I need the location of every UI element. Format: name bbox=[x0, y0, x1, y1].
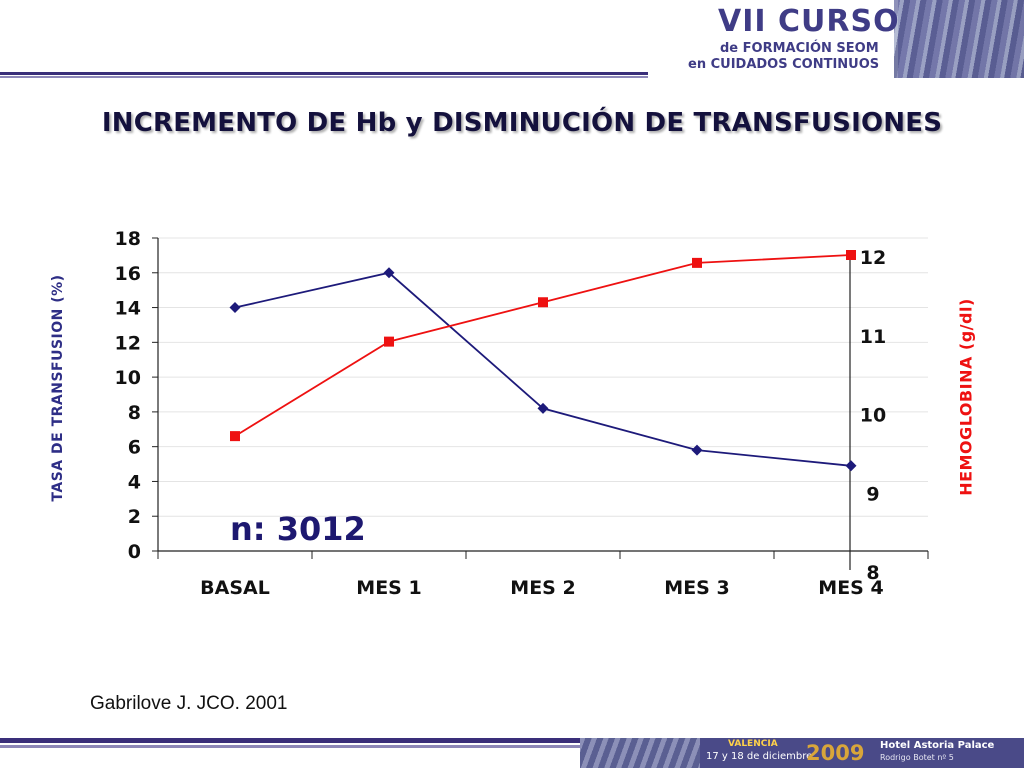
footer-rule bbox=[0, 738, 580, 743]
y-right-tick-label: 10 bbox=[860, 405, 886, 427]
hemoglobin-point bbox=[230, 431, 240, 442]
y-left-tick-label: 4 bbox=[128, 471, 141, 493]
x-tick-label: MES 4 bbox=[818, 577, 883, 599]
hemoglobin-point bbox=[692, 257, 702, 268]
footer-rule-secondary bbox=[0, 745, 580, 748]
y-left-tick-label: 16 bbox=[115, 263, 141, 285]
sample-size-label: n: 3012 bbox=[230, 510, 366, 548]
transfusion-rate-point bbox=[845, 460, 857, 472]
y-axis-left-label: TASA DE TRANSFUSION (%) bbox=[50, 274, 66, 502]
x-tick-label: BASAL bbox=[200, 577, 270, 599]
y-left-tick-label: 2 bbox=[128, 506, 141, 528]
transfusion-rate-point bbox=[537, 402, 549, 414]
y-right-tick-label: 12 bbox=[860, 247, 886, 269]
y-left-tick-label: 6 bbox=[128, 437, 141, 459]
footer-graphic bbox=[580, 738, 700, 768]
transfusion-rate-point bbox=[383, 267, 395, 279]
y-axis-right-label: HEMOGLOBINA (g/dl) bbox=[956, 298, 976, 496]
transfusion-rate-point bbox=[691, 444, 703, 456]
hemoglobin-point bbox=[538, 297, 548, 308]
y-left-tick-label: 8 bbox=[128, 402, 141, 424]
header-rule bbox=[0, 72, 648, 75]
axes bbox=[152, 237, 929, 570]
footer-dates: 17 y 18 de diciembre bbox=[706, 751, 813, 762]
chart-title: INCREMENTO DE Hb y DISMINUCIÓN DE TRANSF… bbox=[101, 108, 943, 138]
tick-labels: 0 2 4 6 8 10 12 14 16 18 BASAL MES 1 MES 2 MES 3 MES 4… bbox=[115, 228, 887, 599]
y-left-tick-label: 14 bbox=[115, 298, 141, 320]
citation: Gabrilove J. JCO. 2001 bbox=[90, 693, 288, 714]
building-graphic bbox=[894, 0, 1024, 78]
header-rule-secondary bbox=[0, 76, 648, 78]
transfusion-rate-point bbox=[229, 302, 241, 314]
y-right-tick-label: 11 bbox=[860, 326, 886, 348]
x-tick-label: MES 1 bbox=[356, 577, 421, 599]
grid-lines bbox=[158, 237, 928, 517]
footer-hotel: Hotel Astoria Palace bbox=[880, 740, 995, 751]
course-banner: VII CURSO de FORMACIÓN SEOM en CUIDADOS … bbox=[648, 0, 1024, 78]
y-right-tick-label: 8 bbox=[866, 562, 879, 584]
event-footer: VALENCIA 17 y 18 de diciembre 2009 Hotel… bbox=[580, 738, 1024, 768]
footer-city: VALENCIA bbox=[728, 739, 778, 749]
banner-course-title: VII CURSO bbox=[718, 4, 900, 39]
y-left-tick-label: 0 bbox=[128, 541, 141, 563]
x-tick-label: MES 3 bbox=[664, 577, 729, 599]
y-left-tick-label: 10 bbox=[115, 367, 141, 389]
banner-course-subtitle: de FORMACIÓN SEOM bbox=[720, 41, 879, 56]
footer-year: 2009 bbox=[806, 741, 865, 765]
y-left-tick-label: 12 bbox=[115, 332, 141, 354]
footer-address: Rodrigo Botet nº 5 bbox=[880, 753, 954, 762]
y-left-tick-label: 18 bbox=[115, 228, 141, 250]
banner-text-area bbox=[648, 0, 898, 78]
hemoglobin-point bbox=[384, 336, 394, 347]
y-right-tick-label: 9 bbox=[866, 483, 879, 505]
hemoglobin-point bbox=[846, 250, 856, 260]
data-series bbox=[229, 250, 857, 472]
x-tick-label: MES 2 bbox=[510, 577, 575, 599]
banner-course-topic: en CUIDADOS CONTINUOS bbox=[688, 57, 880, 72]
